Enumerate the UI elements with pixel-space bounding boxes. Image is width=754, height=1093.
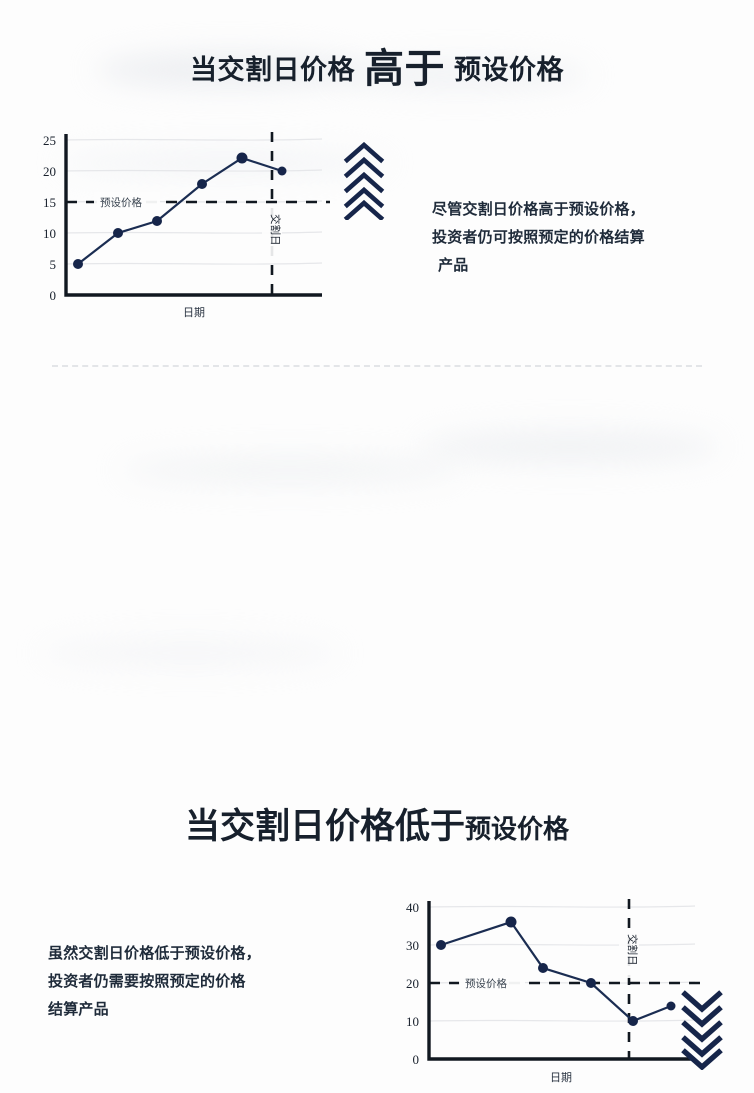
description-line: 产品 [438, 257, 469, 274]
page-title-above: 当交割日价格 高于 预设价格 [0, 33, 754, 91]
title-trail-text: 预设价格 [454, 55, 564, 86]
title-lead-text: 当交割日价格 [190, 55, 355, 86]
y-tick-label: 10 [406, 1014, 419, 1029]
chart-price-below: 40 30 20 10 0 预设价格 交割日 [383, 893, 703, 1093]
description-above: 尽管交割日价格高于预设价格， 投资者仍可按照预定的价格结算 产品 [432, 196, 717, 280]
threshold-label: 预设价格 [465, 977, 507, 990]
series-markers [73, 152, 287, 269]
x-axis-label: 日期 [550, 1071, 572, 1084]
title-trail-text: 预设价格 [465, 814, 570, 845]
chevron-up-icon [343, 186, 385, 209]
delivery-day-label-backdrop [262, 208, 282, 258]
description-line: 投资者仍可按照预定的价格结算 [432, 229, 645, 246]
chevron-up-icon [343, 156, 385, 179]
delivery-day-label: 交割日 [269, 214, 282, 246]
chart-price-above: 25 20 15 10 5 0 预设价格 交割日 [22, 126, 332, 326]
description-line: 虽然交割日价格低于预设价格， [48, 945, 261, 962]
delivery-day-label: 交割日 [626, 934, 639, 966]
chart-gridlines [428, 905, 696, 1022]
chevron-up-icon-group [341, 142, 387, 220]
panel-price-below: 当交割日价格低于预设价格 虽然交割日价格低于预设价格， 投资者仍需要按照预定的价… [0, 368, 754, 1084]
description-line: 结算产品 [48, 1001, 109, 1018]
chevron-down-icon-group [678, 990, 726, 1070]
y-tick-label: 20 [43, 164, 56, 179]
y-tick-label: 15 [43, 195, 56, 210]
y-tick-label: 40 [406, 900, 419, 915]
chart-y-axis-labels: 25 20 15 10 5 0 [43, 133, 56, 303]
chevron-up-icon [343, 171, 385, 194]
section-divider [52, 365, 702, 367]
y-tick-label: 0 [413, 1052, 420, 1067]
x-axis-label: 日期 [183, 306, 205, 319]
chevron-up-icon [343, 199, 385, 220]
y-tick-label: 25 [43, 133, 56, 148]
chevron-up-icon [343, 142, 385, 164]
page-title-below: 当交割日价格低于预设价格 [0, 798, 754, 849]
title-emphasis-text: 当交割日价格低于 [184, 807, 465, 847]
y-tick-label: 20 [406, 976, 419, 991]
description-line: 投资者仍需要按照预定的价格 [48, 973, 246, 990]
y-tick-label: 10 [43, 226, 56, 241]
y-tick-label: 5 [50, 257, 57, 272]
series-line [77, 156, 283, 265]
y-tick-label: 0 [50, 288, 57, 303]
chart-y-axis-labels: 40 30 20 10 0 [406, 900, 419, 1067]
chevron-down-icon [681, 990, 723, 1013]
panel-price-above: 当交割日价格 高于 预设价格 25 20 15 10 5 0 [0, 0, 754, 366]
title-emphasis-text: 高于 [364, 47, 445, 92]
threshold-label: 预设价格 [100, 196, 142, 209]
chart-axes [64, 134, 322, 297]
description-below: 虽然交割日价格低于预设价格， 投资者仍需要按照预定的价格 结算产品 [48, 940, 333, 1024]
y-tick-label: 30 [406, 938, 419, 953]
threshold-label-backdrop [94, 192, 160, 211]
description-line: 尽管交割日价格高于预设价格， [432, 201, 645, 218]
